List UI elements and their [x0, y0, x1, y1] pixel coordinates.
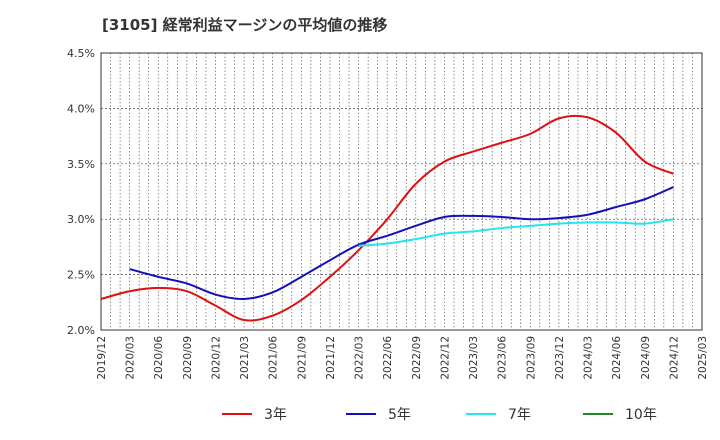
x-tick-label: 2023/09: [525, 336, 537, 380]
x-tick-label: 2025/03: [697, 336, 709, 380]
x-tick-label: 2022/06: [382, 336, 394, 380]
x-tick-label: 2022/03: [354, 336, 366, 380]
series-line-7年: [358, 218, 674, 247]
legend-item: 7年: [466, 407, 531, 423]
legend-item: 3年: [222, 407, 287, 423]
x-tick-label: 2022/09: [411, 336, 423, 380]
y-tick-label: 3.5%: [67, 158, 95, 171]
y-tick-label: 4.0%: [67, 102, 95, 115]
x-tick-label: 2020/09: [182, 336, 194, 380]
legend: 3年 5年 7年 10年: [222, 407, 657, 423]
x-tick-label: 2020/12: [210, 336, 222, 380]
x-tick-label: 2021/09: [296, 336, 308, 380]
x-tick-label: 2021/12: [325, 336, 337, 380]
y-tick-label: 3.0%: [67, 213, 95, 226]
x-tick-label: 2024/09: [640, 336, 652, 380]
legend-item: 10年: [583, 407, 657, 423]
x-tick-label: 2023/06: [497, 336, 509, 380]
x-tick-label: 2023/12: [554, 336, 566, 380]
legend-label: 7年: [508, 407, 531, 423]
legend-label: 10年: [625, 407, 657, 423]
y-axis: 2.0% 2.5% 3.0% 3.5% 4.0% 4.5%: [67, 47, 95, 337]
x-tick-label: 2022/12: [439, 336, 451, 380]
plot-frame: [100, 52, 703, 331]
chart-title: [3105] 経常利益マージンの平均値の推移: [102, 16, 388, 34]
series-lines: [100, 114, 674, 322]
x-tick-label: 2023/03: [468, 336, 480, 380]
x-tick-label: 2024/06: [611, 336, 623, 380]
x-tick-label: 2020/03: [125, 336, 137, 380]
legend-label: 5年: [388, 407, 411, 423]
y-tick-label: 4.5%: [67, 47, 95, 60]
legend-item: 5年: [346, 407, 411, 423]
x-tick-label: 2024/12: [668, 336, 680, 380]
legend-label: 3年: [264, 407, 287, 423]
series-line-5年: [129, 186, 674, 300]
x-tick-label: 2020/06: [153, 336, 165, 380]
grid: [101, 53, 702, 330]
y-tick-label: 2.0%: [67, 324, 95, 337]
x-tick-label: 2021/03: [239, 336, 251, 380]
x-axis: 2019/12 2020/03 2020/06 2020/09 2020/12 2021/…: [96, 336, 709, 380]
x-tick-label: 2024/03: [583, 336, 595, 380]
x-tick-label: 2019/12: [96, 336, 108, 380]
x-tick-label: 2021/06: [268, 336, 280, 380]
y-tick-label: 2.5%: [67, 269, 95, 282]
